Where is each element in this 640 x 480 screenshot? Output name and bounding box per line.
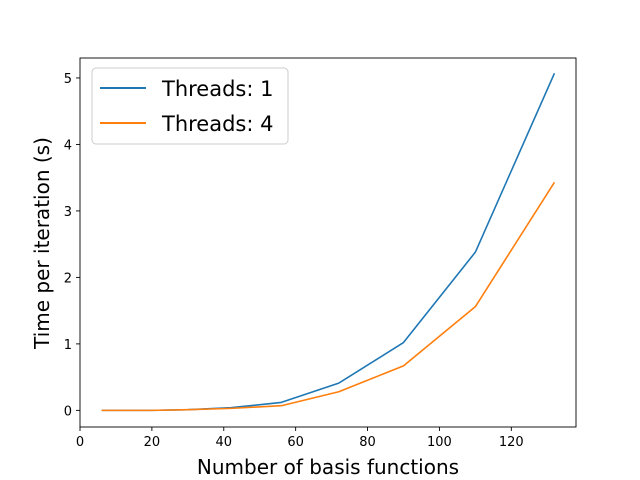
series-line-2 <box>101 181 556 412</box>
y-axis-label: Time per iteration (s) <box>30 137 54 350</box>
y-tick-label: 4 <box>64 138 72 153</box>
x-tick-label: 0 <box>76 435 84 450</box>
x-tick-label: 100 <box>427 435 452 450</box>
y-tick-label: 2 <box>64 271 72 286</box>
legend-label-1: Threads: 1 <box>161 77 273 101</box>
y-tick-label: 1 <box>64 338 72 353</box>
legend-label-2: Threads: 4 <box>161 112 273 136</box>
y-tick-label: 3 <box>64 205 72 220</box>
y-tick-label: 5 <box>64 72 72 87</box>
axes-layer: 0 20 40 60 80 100 120 0 1 2 3 4 5 <box>64 57 577 450</box>
x-tick-label: 40 <box>215 435 232 450</box>
y-tick-label: 0 <box>64 404 72 419</box>
x-tick-label: 120 <box>499 435 524 450</box>
x-axis-label: Number of basis functions <box>197 455 459 479</box>
axes-frame <box>79 57 577 428</box>
x-tick-label: 60 <box>287 435 304 450</box>
x-tick-label: 20 <box>144 435 161 450</box>
series-layer <box>101 72 556 412</box>
legend: Threads: 1 Threads: 4 <box>91 67 289 145</box>
x-tick-label: 80 <box>359 435 376 450</box>
